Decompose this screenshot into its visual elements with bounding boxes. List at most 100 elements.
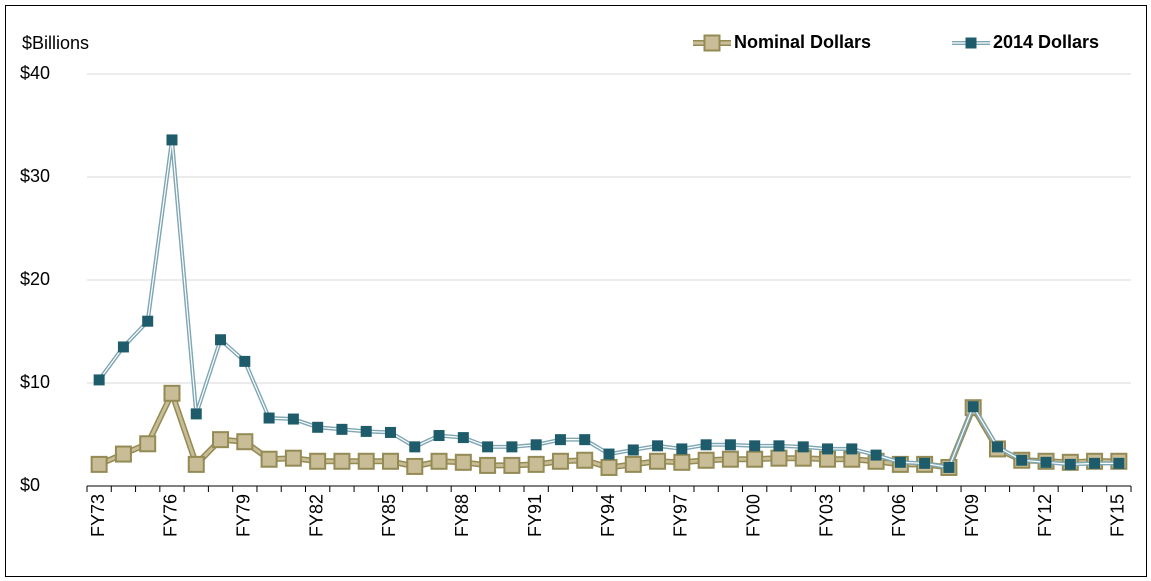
data-point <box>551 452 569 470</box>
data-point <box>139 435 157 453</box>
data-point <box>381 452 399 470</box>
x-tick-label: FY06 <box>889 494 909 537</box>
data-point <box>239 355 251 367</box>
data-point <box>457 432 469 444</box>
data-point <box>676 443 688 455</box>
data-point <box>746 450 764 468</box>
data-point <box>700 439 712 451</box>
data-point <box>506 441 518 453</box>
data-point <box>187 455 205 473</box>
data-point <box>1089 457 1101 469</box>
x-tick-label: FY79 <box>234 494 254 537</box>
data-point <box>846 443 858 455</box>
x-tick-label: FY00 <box>743 494 763 537</box>
chart-frame <box>5 5 1147 577</box>
data-point <box>260 450 278 468</box>
data-point <box>336 423 348 435</box>
data-point <box>384 426 396 438</box>
legend-label: 2014 Dollars <box>993 32 1099 52</box>
x-tick-label: FY12 <box>1035 494 1055 537</box>
data-point <box>333 452 351 470</box>
data-point <box>724 439 736 451</box>
data-point <box>454 453 472 471</box>
y-tick-label: $0 <box>20 475 40 495</box>
x-tick-label: FY76 <box>161 494 181 537</box>
y-tick-label: $30 <box>20 166 50 186</box>
data-point <box>919 457 931 469</box>
x-tick-label: FY97 <box>671 494 691 537</box>
data-point <box>649 452 667 470</box>
data-point <box>430 452 448 470</box>
data-point <box>190 408 202 420</box>
x-tick-label: FY94 <box>598 494 618 537</box>
x-tick-label: FY15 <box>1108 494 1128 537</box>
legend-marker <box>703 34 721 52</box>
data-point <box>1016 454 1028 466</box>
x-tick-label: FY91 <box>525 494 545 537</box>
data-point <box>576 451 594 469</box>
legend-label: Nominal Dollars <box>734 32 871 52</box>
data-point <box>624 455 642 473</box>
y-tick-label: $20 <box>20 269 50 289</box>
x-tick-label: FY82 <box>306 494 326 537</box>
data-point <box>600 458 618 476</box>
data-point <box>212 431 230 449</box>
data-point <box>309 452 327 470</box>
data-point <box>673 453 691 471</box>
data-point <box>406 457 424 475</box>
data-point <box>287 413 299 425</box>
data-point <box>503 456 521 474</box>
data-point <box>1113 457 1125 469</box>
data-point <box>482 441 494 453</box>
data-point <box>967 401 979 413</box>
data-point <box>1064 458 1076 470</box>
y-tick-label: $10 <box>20 372 50 392</box>
data-point <box>603 448 615 460</box>
data-point <box>166 134 178 146</box>
data-point <box>749 440 761 452</box>
x-tick-label: FY09 <box>962 494 982 537</box>
x-tick-label: FY73 <box>88 494 108 537</box>
data-point <box>114 445 132 463</box>
legend-marker <box>965 37 977 49</box>
data-point <box>93 374 105 386</box>
data-point <box>90 455 108 473</box>
data-point <box>530 439 542 451</box>
data-point <box>870 449 882 461</box>
data-point <box>721 450 739 468</box>
y-tick-label: $40 <box>20 63 50 83</box>
data-point <box>163 384 181 402</box>
data-point <box>117 341 129 353</box>
data-point <box>1040 456 1052 468</box>
data-point <box>236 433 254 451</box>
data-point <box>360 425 372 437</box>
data-point <box>215 334 227 346</box>
data-point <box>357 452 375 470</box>
data-point <box>943 461 955 473</box>
x-tick-label: FY88 <box>452 494 472 537</box>
data-point <box>797 441 809 453</box>
data-point <box>284 449 302 467</box>
data-point <box>527 455 545 473</box>
data-point <box>479 456 497 474</box>
data-point <box>991 441 1003 453</box>
data-point <box>697 451 715 469</box>
data-point <box>579 434 591 446</box>
y-axis-label: $Billions <box>22 33 89 53</box>
data-point <box>652 440 664 452</box>
data-point <box>433 430 445 442</box>
data-point <box>627 444 639 456</box>
data-point <box>409 441 421 453</box>
data-point <box>142 315 154 327</box>
data-point <box>263 412 275 424</box>
x-tick-label: FY85 <box>379 494 399 537</box>
data-point <box>822 443 834 455</box>
data-point <box>312 421 324 433</box>
data-point <box>554 434 566 446</box>
data-point <box>773 440 785 452</box>
data-point <box>894 456 906 468</box>
data-point <box>770 449 788 467</box>
data-point <box>794 449 812 467</box>
x-tick-label: FY03 <box>816 494 836 537</box>
